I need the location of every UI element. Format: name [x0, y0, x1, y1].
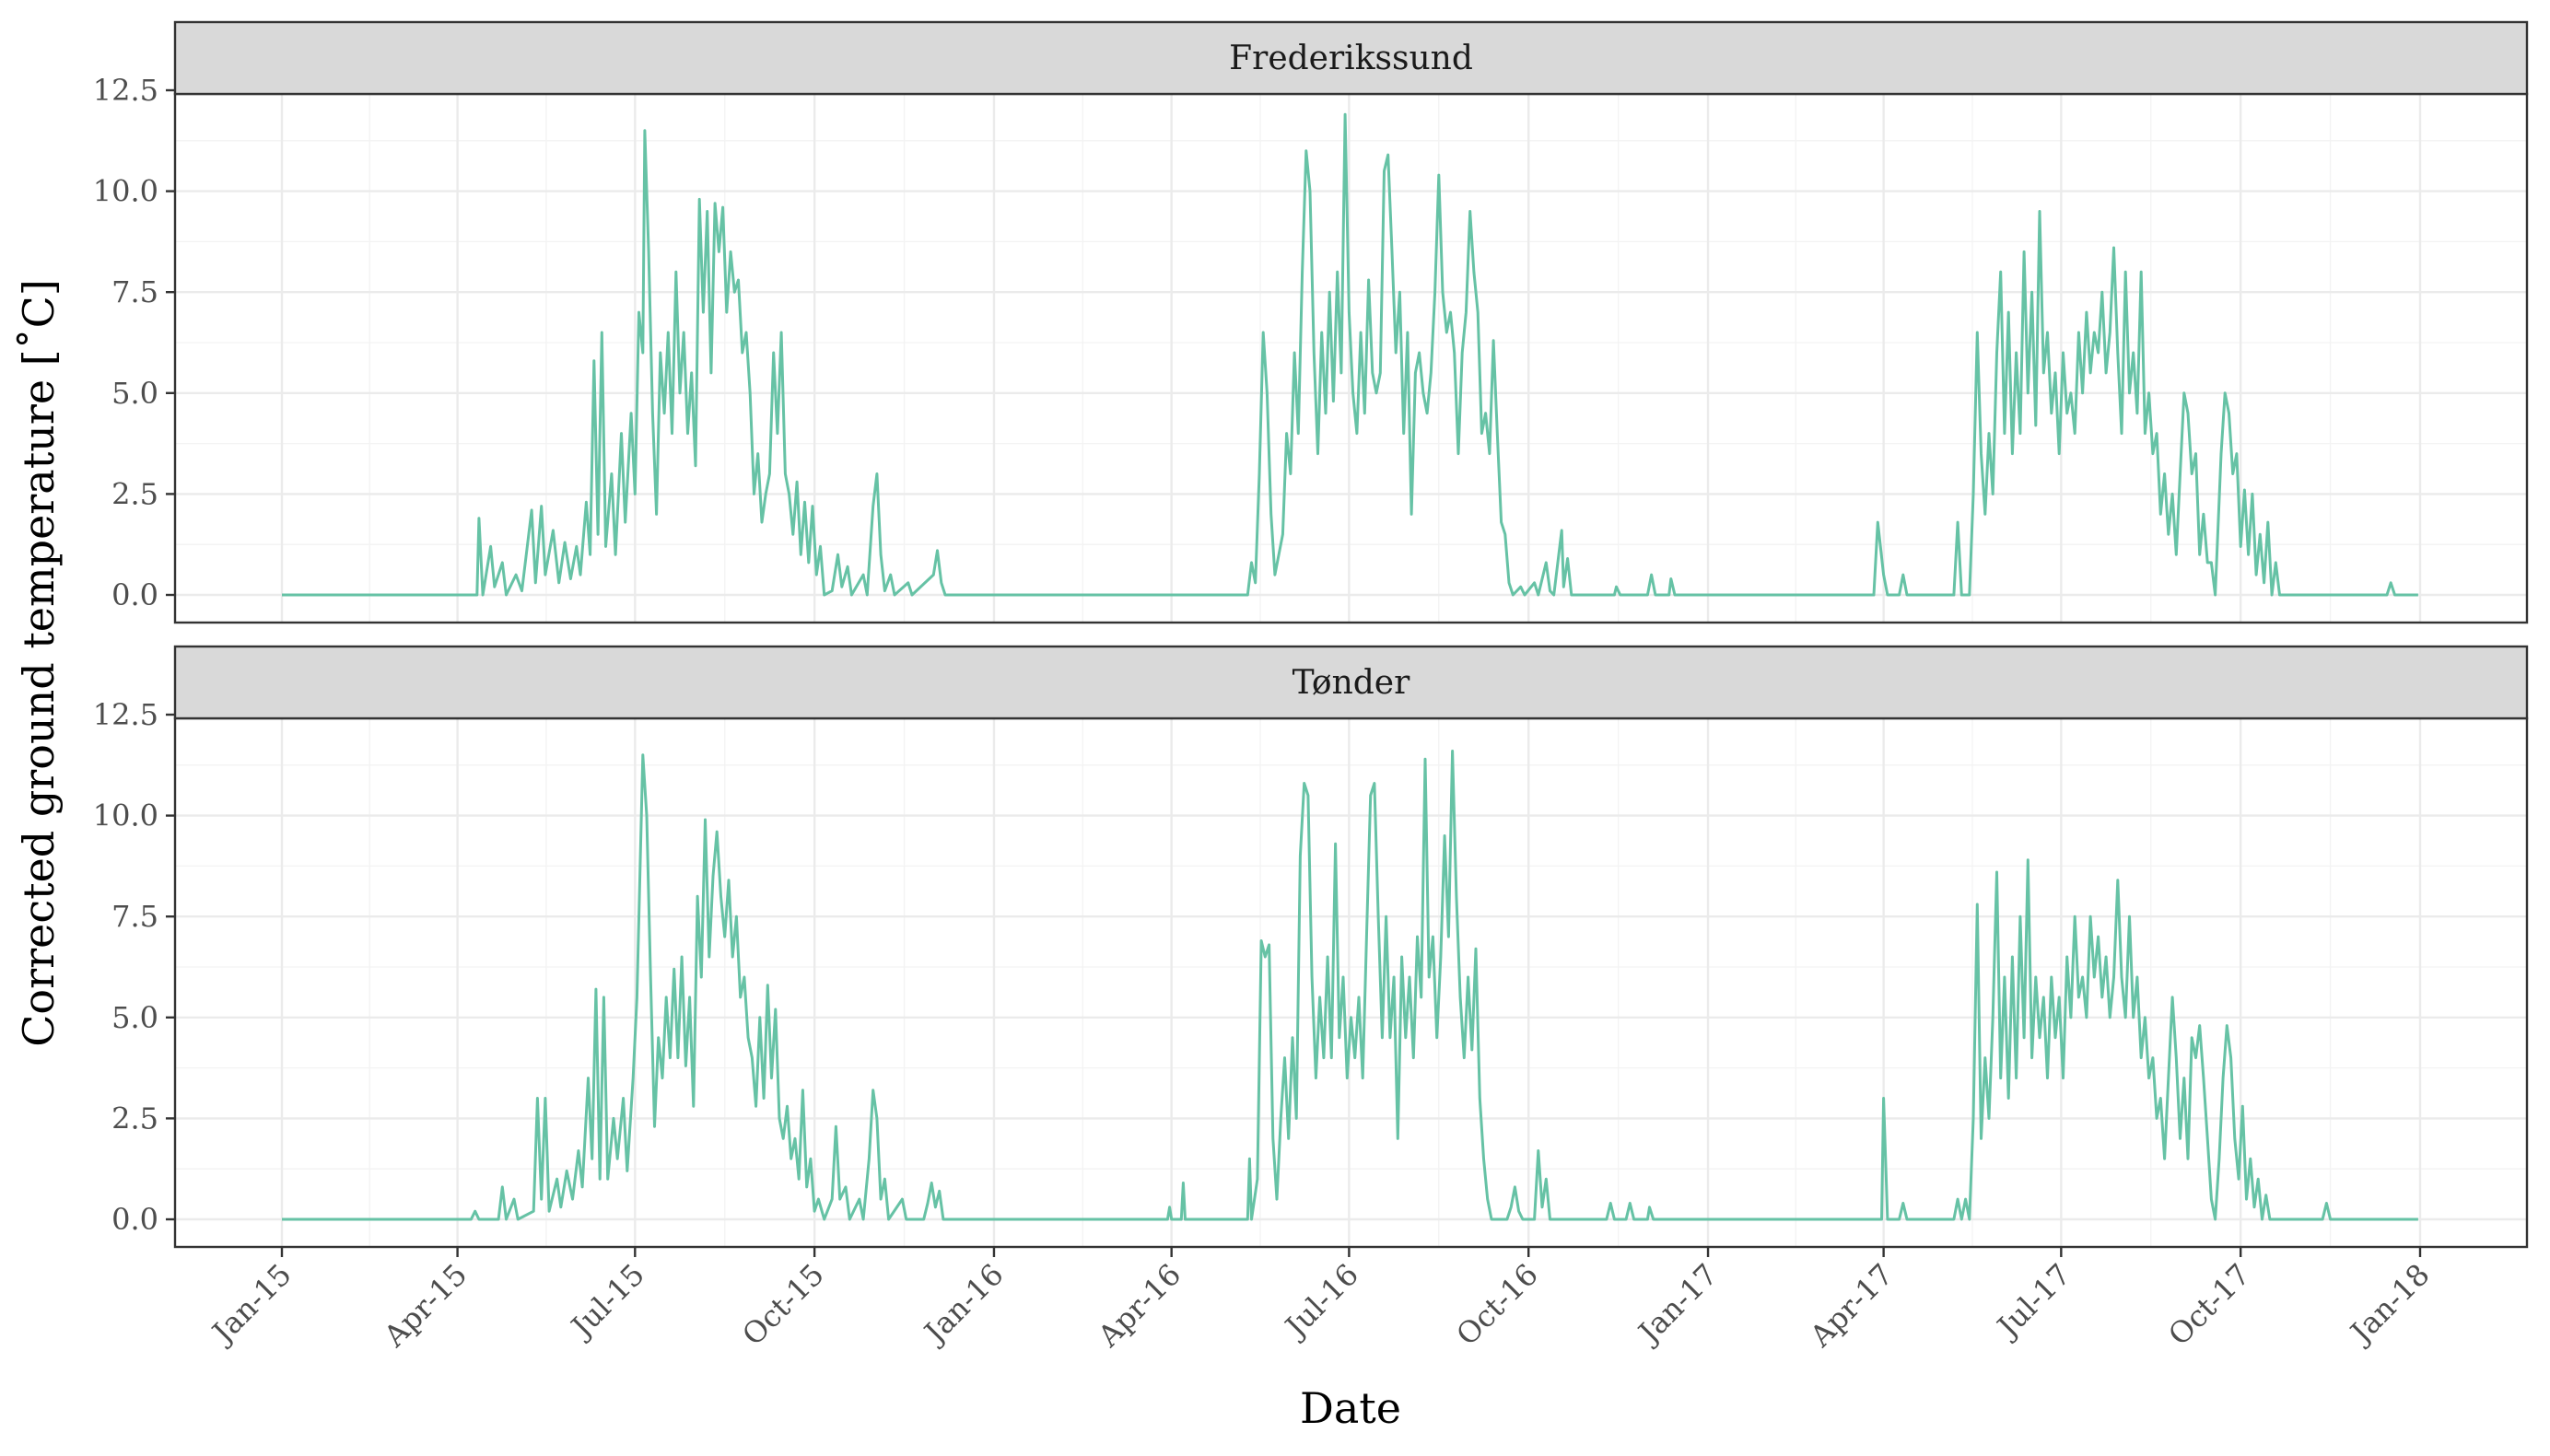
y-tick-label: 7.5	[111, 899, 158, 934]
y-tick-label: 2.5	[111, 476, 158, 511]
y-tick-label: 5.0	[111, 1000, 158, 1035]
y-tick-label: 5.0	[111, 376, 158, 411]
facet-strip-label: Frederikssund	[1229, 40, 1473, 77]
facet-strip	[173, 645, 2529, 720]
panel-background	[175, 718, 2527, 1247]
series-line-1	[282, 112, 2418, 597]
y-tick-label: 7.5	[111, 274, 158, 309]
panel-2: Tønder 0.0 2.5 5.0 7.5 10.0 12.5	[93, 645, 2529, 1249]
y-tick-label: 2.5	[111, 1101, 158, 1136]
x-axis-title: Date	[1300, 1383, 1401, 1433]
y-tick-label: 0.0	[111, 1202, 158, 1237]
y-axis-title: Corrected ground temperature [˚C]	[14, 279, 64, 1047]
facet-strip	[173, 20, 2529, 96]
y-tick-label: 0.0	[111, 577, 158, 612]
y-tick-label: 12.5	[93, 697, 158, 732]
y-tick-label: 10.0	[93, 798, 158, 833]
panel-1: Frederikssund 0.0 2.5 5.0 7.5 10.0 12.5	[93, 20, 2529, 624]
series-line-2	[282, 750, 2418, 1221]
y-tick-label: 10.0	[93, 174, 158, 209]
y-tick-label: 12.5	[93, 73, 158, 108]
facet-strip-label: Tønder	[1293, 664, 1410, 702]
panels-group: Frederikssund 0.0 2.5 5.0 7.5 10.0 12.5 Tønder 0…	[93, 20, 2529, 1249]
